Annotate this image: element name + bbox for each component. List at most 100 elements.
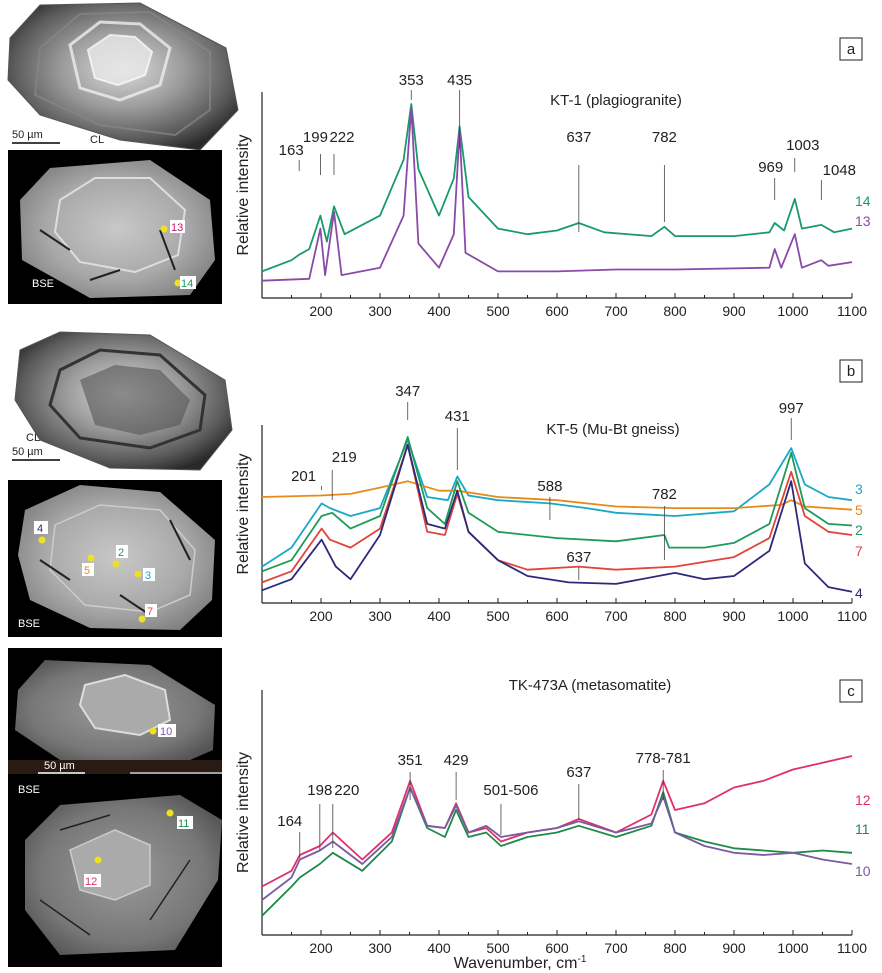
b-spot-7-label: 7 [147,606,153,618]
x-tick-label: 300 [368,608,392,624]
x-tick-label: 700 [604,940,628,956]
x-tick-label: 400 [427,940,451,956]
grain-a-cl-image [7,2,239,151]
x-tick-label: 800 [663,608,687,624]
series-end-label: 4 [855,585,863,601]
c-spot-12-label: 12 [85,876,97,888]
panel-letter: b [847,363,855,380]
panel-letter-box [839,679,863,703]
c-spot-12-marker [94,856,102,864]
c-scale-label: 50 µm [44,760,75,772]
peak-label: 198 [307,782,332,799]
b-spot-4-label: 4 [37,523,43,535]
grain-c-bse-image-bottom [25,795,222,955]
peak-label: 969 [758,159,783,176]
series-line-11 [261,786,853,917]
b-spot-4-box [34,521,48,534]
x-tick-label: 500 [486,608,510,624]
series-end-label: 10 [855,863,871,879]
x-tick-label: 200 [309,940,333,956]
peak-label: 351 [398,752,423,769]
y-axis-label: Relative intensity [235,135,252,256]
panel-letter-box [839,359,863,383]
x-tick-label: 1100 [837,303,867,319]
x-tick-label: 800 [663,303,687,319]
x-tick-label: 1000 [777,940,808,956]
series-end-label: 11 [855,821,870,837]
grain-a-bse-image [20,160,215,298]
peak-label: 431 [445,408,470,425]
b-spot-7-marker [138,615,146,623]
x-axis-label: Wavenumber, cm-1 [454,954,587,972]
peak-label: 201 [291,468,316,485]
chart-panel-c: 200 300 400 500 600 700 800 900 1000 1100 Relative… [235,677,871,956]
series-line-3 [261,439,853,568]
series-line-2 [261,436,853,573]
b-spot-5-box [82,563,94,576]
b-spot-2-label: 2 [118,547,124,559]
peak-label: 588 [537,478,562,495]
peak-label: 637 [566,764,591,781]
b-bse-label: BSE [18,618,40,630]
chart-panel-a: 200 300 400 500 600 700 800 900 1000 1100 Relative… [235,37,871,319]
chart-panel-b: 200 300 400 500 600 700 800 900 1000 1100 Relative… [235,359,867,624]
x-tick-label: 1100 [837,608,867,624]
x-tick-label: 600 [545,303,569,319]
b-spot-5-marker [87,554,95,562]
panel-letter: c [847,683,855,700]
peak-label: 637 [566,549,591,566]
peak-label: 501-506 [483,782,538,799]
x-tick-label: 500 [486,303,510,319]
series-end-label: 2 [855,522,863,538]
y-axis-label: Relative intensity [235,454,252,575]
series-line-13 [261,106,853,282]
c-spot-11-marker [166,809,174,817]
x-tick-label: 500 [486,940,510,956]
b-spot-7-box [145,604,157,617]
x-tick-label: 600 [545,608,569,624]
x-tick-label: 900 [722,940,746,956]
b-spot-3-label: 3 [145,570,151,582]
panel-title: KT-1 (plagiogranite) [550,92,682,109]
a-scale-label: 50 µm [12,129,43,141]
peak-label: 997 [779,400,804,417]
peak-label: 347 [395,383,420,400]
peak-label: 220 [334,782,359,799]
series-line-12 [261,755,853,888]
series-line-14 [261,103,853,273]
b-spot-2-box [116,545,128,558]
c-spot-11-label: 11 [178,818,189,830]
x-tick-label: 600 [545,940,569,956]
peak-label: 199 [303,129,328,146]
panel-letter: a [847,41,856,58]
b-cl-label: CL [26,432,40,444]
b-spot-5-label: 5 [84,565,90,577]
peak-label: 1048 [823,162,856,179]
panel-title: TK-473A (metasomatite) [509,677,672,694]
peak-label: 163 [279,142,304,159]
panel-title: KT-5 (Mu-Bt gneiss) [546,421,679,438]
series-line-4 [261,443,853,593]
peak-label: 782 [652,129,677,146]
peak-label: 353 [399,72,424,89]
x-tick-label: 700 [604,303,628,319]
c-spot-11-box [177,816,193,829]
y-axis-label: Relative intensity [235,752,252,873]
c-bse-label: BSE [18,784,40,796]
b-spot-4-marker [38,536,46,544]
b-spot-3-box [143,568,155,581]
x-tick-label: 200 [309,608,333,624]
a-bse-label: BSE [32,278,54,290]
a-spot-14-marker [174,279,182,287]
peak-label: 164 [277,813,302,830]
x-tick-label: 900 [722,608,746,624]
a-spot-14-label: 14 [181,278,193,290]
x-tick-label: 300 [368,303,392,319]
series-end-label: 14 [855,193,871,209]
series-end-label: 5 [855,502,863,518]
x-tick-label: 1000 [777,303,808,319]
series-end-label: 7 [855,543,863,559]
peak-label: 219 [332,449,357,466]
series-line-10 [261,786,853,901]
